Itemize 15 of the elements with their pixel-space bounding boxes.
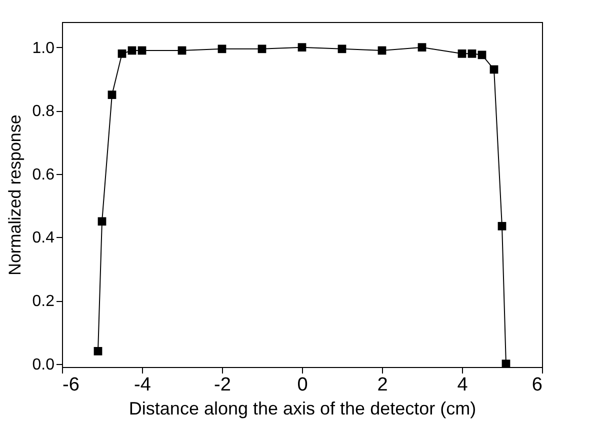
y-tick-label: 0.4	[32, 230, 55, 247]
x-axis-title: Distance along the axis of the detector (cm)	[128, 398, 476, 418]
x-tick-label: 0	[297, 374, 308, 396]
x-tick-label: -6	[62, 374, 80, 396]
x-tick-label: -2	[214, 374, 231, 396]
y-tick-label: 0.2	[32, 293, 55, 310]
y-tick-label: 1.0	[32, 40, 55, 57]
y-axis-title: Normalized response	[5, 114, 24, 276]
x-tick-label: -4	[134, 374, 152, 396]
x-tick-label: 2	[377, 374, 388, 396]
x-tick-label: 6	[532, 374, 542, 396]
y-tick-label: 0.6	[32, 166, 55, 184]
y-tick-label: 0.0	[32, 356, 55, 374]
y-tick-label: 0.8	[32, 103, 55, 120]
x-tick-label: 4	[457, 374, 468, 396]
